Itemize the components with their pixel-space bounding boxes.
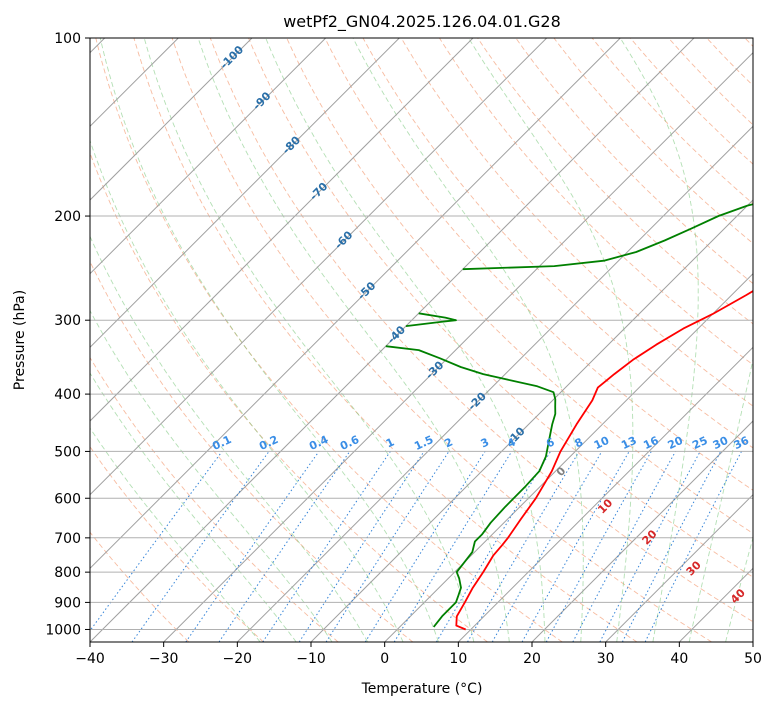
x-axis-label: Temperature (°C)	[361, 681, 483, 697]
x-tick-label: 30	[597, 651, 615, 667]
mixing-ratio-line	[545, 451, 652, 642]
x-tick-label: −20	[223, 651, 253, 667]
x-tick-label: 50	[744, 651, 762, 667]
moist-adiabat-line	[99, 38, 439, 642]
isotherm-line	[90, 38, 400, 349]
x-tick-label: 0	[380, 651, 389, 667]
y-tick-label: 900	[54, 595, 81, 611]
y-tick-label: 300	[54, 313, 81, 329]
x-tick-label: 20	[523, 651, 541, 667]
moist-adiabat-line	[90, 235, 369, 642]
dry-adiabat-line	[95, 38, 563, 642]
moist-adiabat-line	[90, 427, 261, 642]
dewpoint-profile-line	[385, 345, 557, 628]
mixing-ratio-label: 20	[666, 434, 686, 452]
x-tick-label: −10	[296, 651, 326, 667]
y-tick-label: 100	[54, 31, 81, 47]
moist-adiabat-line	[688, 357, 753, 642]
mixing-ratio-line	[90, 451, 223, 632]
axes: −40 −30 −20 −10 0 10 20 30 40 50 100 200 300 400 500 60…	[45, 31, 762, 667]
dry-adiabat-line	[90, 445, 264, 642]
mixing-ratio-label: 30	[711, 434, 731, 452]
isotherm-line	[605, 493, 753, 642]
mixing-ratio-line	[185, 451, 320, 642]
moist-adiabat-line	[197, 38, 510, 642]
dry-adiabat-line	[133, 38, 638, 642]
x-tick-label: −30	[149, 651, 179, 667]
mixing-ratio-label: 13	[619, 434, 638, 452]
isotherm-line	[90, 38, 695, 642]
isotherm-line	[236, 125, 753, 642]
mixing-ratio-label: 16	[641, 434, 661, 452]
dry-adiabat-line	[515, 38, 753, 285]
y-tick-label: 800	[54, 565, 81, 581]
mixing-ratio-label: 36	[732, 434, 752, 452]
moist-adiabat-line	[725, 536, 753, 642]
dry-adiabat-line	[209, 38, 753, 623]
moist-adiabat-line	[143, 38, 475, 642]
isotherm-line	[384, 272, 753, 642]
mixing-ratio-line	[521, 451, 630, 642]
dry-adiabat-line	[439, 38, 753, 366]
mixing-ratio-line	[393, 451, 513, 642]
y-tick-label: 600	[54, 491, 81, 507]
mixing-ratio-line	[621, 451, 722, 642]
isotherm-line	[90, 38, 474, 422]
moist-adiabat-line	[90, 309, 333, 642]
plot-data	[385, 203, 753, 631]
dewpoint-profile-line	[405, 312, 457, 327]
x-tick-label: −40	[75, 651, 105, 667]
moist-adiabat-line	[352, 38, 584, 642]
y-tick-label: 1000	[45, 622, 81, 638]
y-tick-label: 700	[54, 531, 81, 547]
dry-adiabat-line	[90, 356, 339, 642]
isotherm-line	[90, 38, 253, 201]
x-tick-label: 40	[670, 651, 688, 667]
dry-adiabat-line	[324, 38, 753, 491]
temperature-profile-line	[455, 290, 753, 631]
mixing-ratio-line	[298, 451, 425, 642]
dry-adiabat-line	[90, 531, 190, 642]
plot-frame	[89, 37, 754, 643]
y-tick-label: 500	[54, 444, 81, 460]
mixing-ratio-line	[262, 451, 391, 642]
mixing-ratio-line	[572, 451, 676, 642]
mixing-ratio-line	[218, 451, 351, 642]
mixing-ratio-line	[131, 451, 270, 642]
dry-adiabat-line	[171, 38, 712, 642]
isotherm-line	[310, 199, 753, 642]
chart-title: wetPf2_GN04.2025.126.04.01.G28	[283, 12, 561, 32]
mixing-ratio-line	[644, 451, 742, 642]
dewpoint-profile-line	[462, 203, 753, 271]
mixing-ratio-line	[325, 451, 450, 642]
isotherm-line	[90, 38, 621, 570]
dry-adiabat-line	[400, 38, 753, 407]
y-tick-label: 200	[54, 209, 81, 225]
isotherm-line	[457, 346, 753, 642]
isotherm-line	[163, 51, 753, 642]
x-tick-label: 10	[449, 651, 467, 667]
isotherm-line	[531, 420, 753, 642]
mixing-ratio-label: 10	[592, 434, 612, 452]
dry-adiabat-line	[248, 38, 753, 578]
dry-adiabat-line	[90, 151, 488, 642]
isotherm-line	[90, 38, 327, 275]
moist-adiabat-line	[619, 38, 699, 642]
isotherm-line	[90, 38, 548, 496]
y-tick-label: 400	[54, 387, 81, 403]
plot-background-lines	[90, 38, 753, 642]
y-axis-label: Pressure (hPa)	[12, 290, 28, 390]
mixing-ratio-label: 25	[690, 434, 709, 452]
